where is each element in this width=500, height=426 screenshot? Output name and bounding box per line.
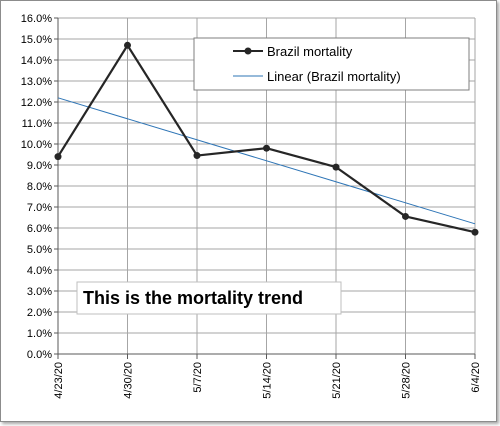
data-point [471,228,479,236]
series-layer [54,41,479,236]
data-point [402,212,409,220]
x-tick-label: 6/4/20 [470,362,482,393]
y-tick-label: 10.0% [21,139,52,151]
y-tick-label: 6.0% [27,223,52,235]
y-tick-label: 13.0% [21,76,52,88]
x-tick-label: 5/7/20 [192,362,204,393]
y-tick-label: 16.0% [21,13,52,25]
y-tick-label: 12.0% [21,97,52,109]
legend-trend-name: Linear (Brazil mortality) [267,69,401,84]
legend-box [193,37,470,91]
legend-series-name: Brazil mortality [267,44,353,59]
data-point [124,41,131,49]
x-tick-label: 4/30/20 [123,362,135,399]
y-tick-label: 2.0% [27,307,52,319]
annotation-text: This is the mortality trend [83,288,303,308]
data-point [263,144,270,152]
y-tick-label: 5.0% [27,244,52,256]
x-tick-labels: 4/23/20 4/30/20 5/7/20 5/14/20 5/21/20 5/28/2… [53,362,482,399]
data-point [332,163,340,171]
y-tick-label: 15.0% [21,34,52,46]
x-tick-label: 4/23/20 [53,362,65,399]
y-tick-label: 0.0% [27,349,52,361]
y-tick-label: 1.0% [27,328,52,340]
x-tick-label: 5/14/20 [262,362,274,399]
annotation-callout: This is the mortality trend [76,281,342,315]
y-tick-label: 8.0% [27,181,52,193]
legend: Brazil mortality Linear (Brazil mortalit… [193,37,470,91]
y-tick-label: 9.0% [27,160,52,172]
x-tick-label: 5/21/20 [331,362,343,399]
legend-series-marker [244,47,252,55]
y-tick-label: 4.0% [27,265,52,277]
annotation-box [76,281,342,315]
axes [54,17,476,359]
y-tick-label: 7.0% [27,202,52,214]
y-tick-label: 3.0% [27,286,52,298]
data-point [54,153,62,161]
x-tick-label: 5/28/20 [401,362,413,399]
data-point [193,152,201,160]
y-tick-label: 11.0% [22,118,53,130]
y-tick-label: 14.0% [21,55,52,67]
y-tick-labels: 0.0% 1.0% 2.0% 3.0% 4.0% 5.0% 6.0% 7.0% 8.0% 9.0%… [21,13,52,361]
trendline [57,97,476,225]
